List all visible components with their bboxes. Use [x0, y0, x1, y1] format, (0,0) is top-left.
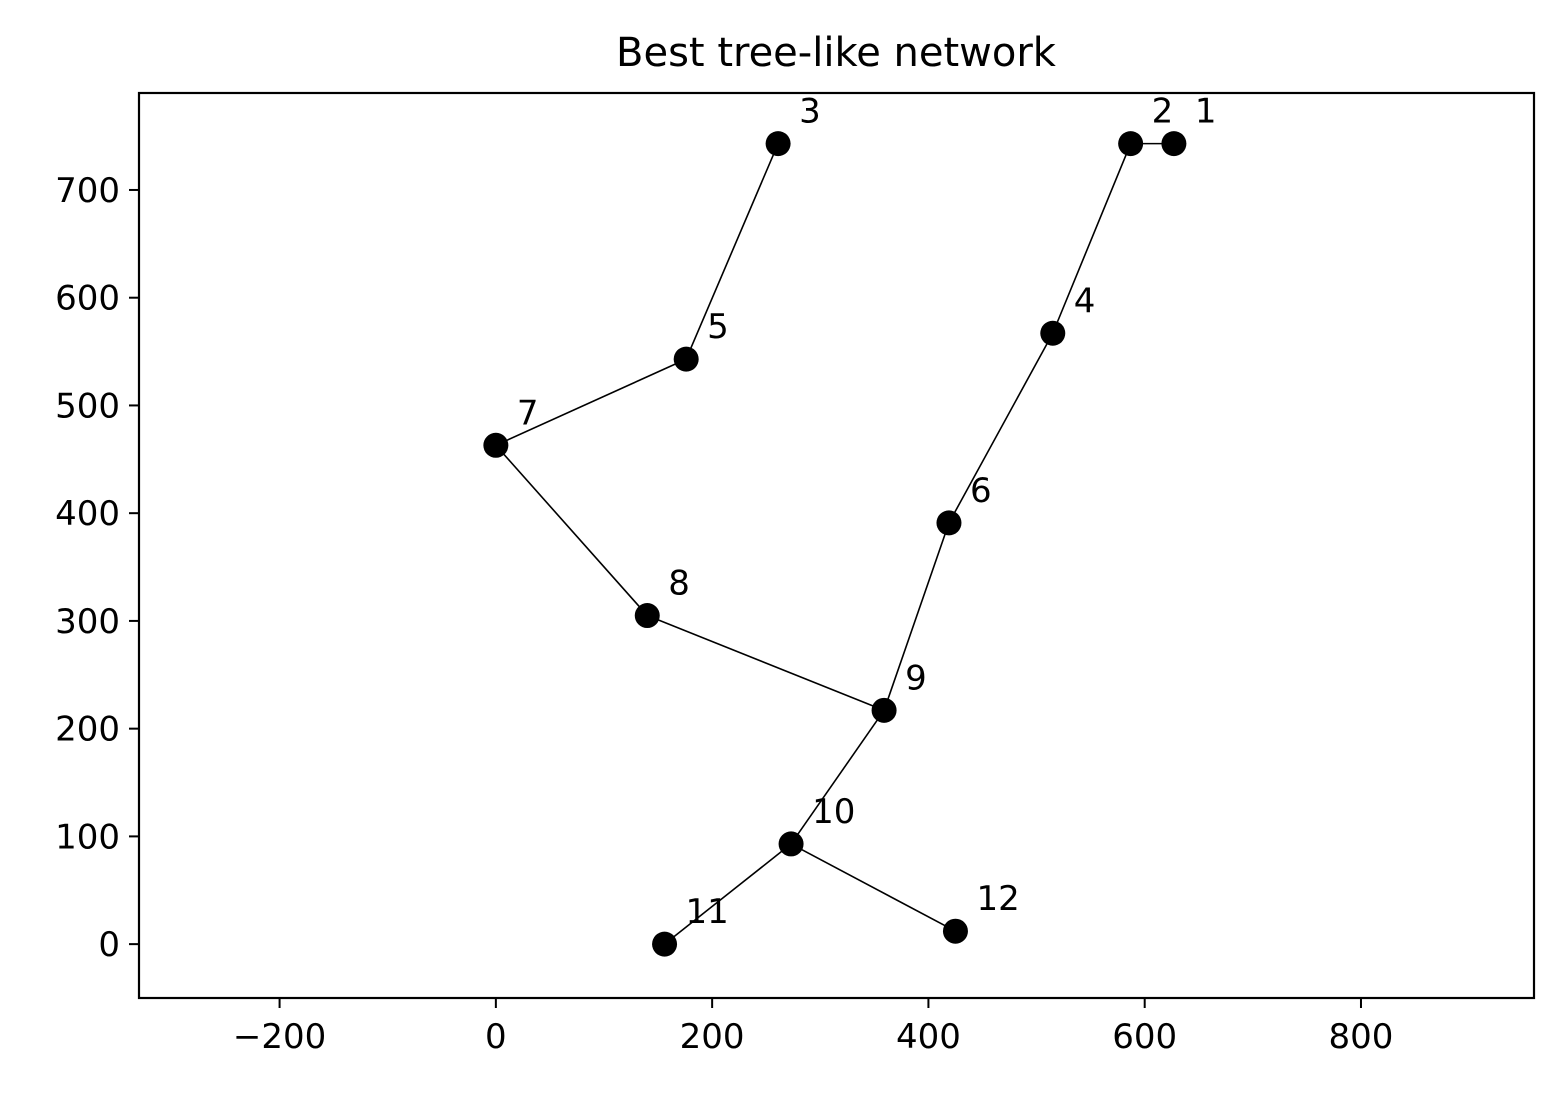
- node-point-8: [634, 603, 660, 629]
- node-point-5: [673, 346, 699, 372]
- edge-3-5: [685, 143, 779, 360]
- edge-10-11: [664, 843, 792, 945]
- node-point-12: [942, 918, 968, 944]
- node-label-10: 10: [812, 792, 855, 832]
- edge-10-12: [790, 843, 956, 932]
- node-label-3: 3: [799, 92, 821, 132]
- node-point-2: [1118, 131, 1144, 157]
- edge-6-9: [883, 522, 950, 711]
- chart-title: Best tree-like network: [616, 30, 1057, 76]
- node-point-3: [765, 131, 791, 157]
- node-point-6: [936, 510, 962, 536]
- y-tick-label: 200: [55, 710, 120, 750]
- y-tick-label: 100: [55, 817, 120, 857]
- node-label-2: 2: [1152, 92, 1174, 132]
- y-tick-label: 300: [55, 602, 120, 642]
- y-tick-label: 500: [55, 386, 120, 426]
- x-tick-label: −200: [233, 1017, 326, 1057]
- x-tick-label: 400: [896, 1017, 961, 1057]
- node-label-4: 4: [1074, 281, 1096, 321]
- node-label-1: 1: [1195, 92, 1217, 132]
- node-point-4: [1040, 320, 1066, 346]
- edges-layer: [495, 142, 1174, 945]
- y-tick-label: 400: [55, 494, 120, 534]
- node-label-6: 6: [970, 471, 992, 511]
- y-tick-label: 0: [98, 925, 120, 965]
- node-label-12: 12: [976, 879, 1019, 919]
- edge-2-4: [1052, 143, 1132, 334]
- y-axis: 0 100 200 300 400 500 600 700: [55, 171, 139, 965]
- x-axis: −200 0 200 400 600 800: [233, 998, 1394, 1057]
- x-tick-label: 200: [680, 1017, 745, 1057]
- edge-5-7: [495, 358, 687, 447]
- edge-8-9: [646, 614, 885, 712]
- x-tick-label: 0: [485, 1017, 507, 1057]
- node-point-1: [1161, 131, 1187, 157]
- node-label-7: 7: [517, 393, 539, 433]
- edge-9-10: [790, 709, 885, 845]
- node-label-5: 5: [707, 307, 729, 347]
- x-tick-label: 800: [1329, 1017, 1394, 1057]
- y-tick-label: 600: [55, 279, 120, 319]
- node-point-10: [778, 831, 804, 857]
- x-tick-label: 600: [1112, 1017, 1177, 1057]
- y-tick-label: 700: [55, 171, 120, 211]
- node-label-11: 11: [686, 892, 729, 932]
- node-label-9: 9: [905, 658, 927, 698]
- node-point-9: [871, 697, 897, 723]
- node-point-11: [652, 931, 678, 957]
- plot-area-frame: [137, 91, 1536, 1000]
- node-label-8: 8: [668, 564, 690, 604]
- edge-7-8: [495, 444, 648, 617]
- nodes-layer: [483, 131, 1187, 957]
- node-point-7: [483, 432, 509, 458]
- edge-4-6: [948, 332, 1054, 524]
